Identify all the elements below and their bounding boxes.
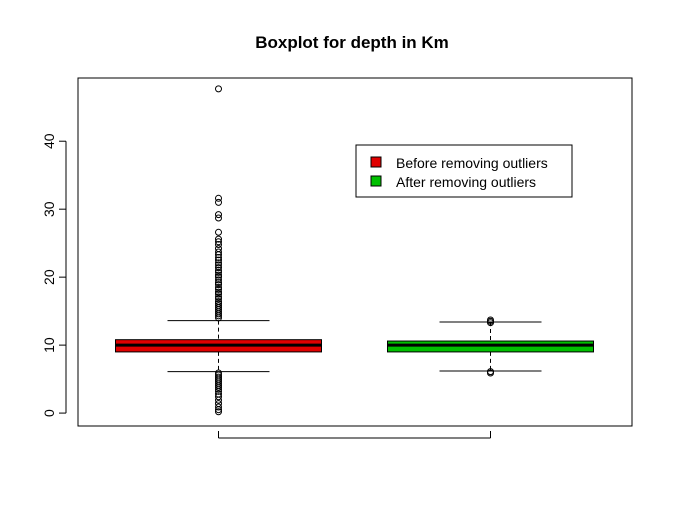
outlier-point-before [215,288,222,296]
legend-swatch-before [370,156,382,168]
y-tick-label: 0 [41,409,57,417]
outlier-point-before [215,285,222,293]
outlier-point-before [215,408,222,416]
outlier-point-before [215,271,222,279]
outlier-point-before [215,259,222,267]
plot-frame [77,77,633,427]
outlier-point-before [215,241,222,249]
y-tick-label: 10 [41,337,57,353]
outlier-point-before [215,251,222,259]
legend-label-after: After removing outliers [396,174,536,190]
outlier-point-before [215,228,222,236]
outlier-point-before [215,276,222,284]
outlier-point-before [215,295,222,303]
outlier-point-before [215,261,222,269]
outlier-point-before [215,256,222,264]
outlier-point-before [215,393,222,401]
outlier-point-before [215,264,222,272]
outlier-point-before [215,385,222,393]
outlier-point-before [215,406,222,414]
legend-label-before: Before removing outliers [396,155,548,171]
legend-swatch-after [370,175,382,187]
outlier-point-before [215,253,222,261]
outlier-point-before [215,310,222,318]
outlier-point-after [487,319,494,327]
outlier-point-before [215,194,222,202]
outlier-point-before [215,266,222,274]
outlier-point-before [215,85,222,93]
outlier-point-before [215,214,222,222]
y-tick-label: 40 [41,133,57,149]
outlier-point-before [215,387,222,395]
boxes [115,85,594,416]
legend-box [355,144,573,198]
legend: Before removing outliers After removing … [355,144,573,198]
outlier-point-before [215,383,222,391]
outlier-point-before [215,268,222,276]
outlier-point-after [487,369,494,377]
outlier-point-before [215,314,222,322]
outlier-point-before [215,198,222,206]
outlier-point-before [215,248,222,256]
box-after [387,316,594,377]
x-axis [218,431,491,439]
outlier-point-before [215,281,222,289]
y-axis: 0 10 20 30 40 [41,133,67,417]
chart-title: Boxplot for depth in Km [255,33,449,52]
outlier-point-before [215,273,222,281]
outlier-point-before [215,312,222,320]
box-before [115,85,322,416]
y-tick-label: 30 [41,201,57,217]
outlier-point-before [215,279,222,287]
outlier-point-before [215,396,222,404]
y-tick-label: 20 [41,269,57,285]
outlier-point-before [215,235,222,243]
outlier-point-before [215,238,222,246]
outlier-point-before [215,283,222,291]
outlier-point-before [215,290,222,298]
outlier-point-before [215,211,222,219]
outlier-point-before [215,293,222,301]
outlier-point-before [215,403,222,411]
